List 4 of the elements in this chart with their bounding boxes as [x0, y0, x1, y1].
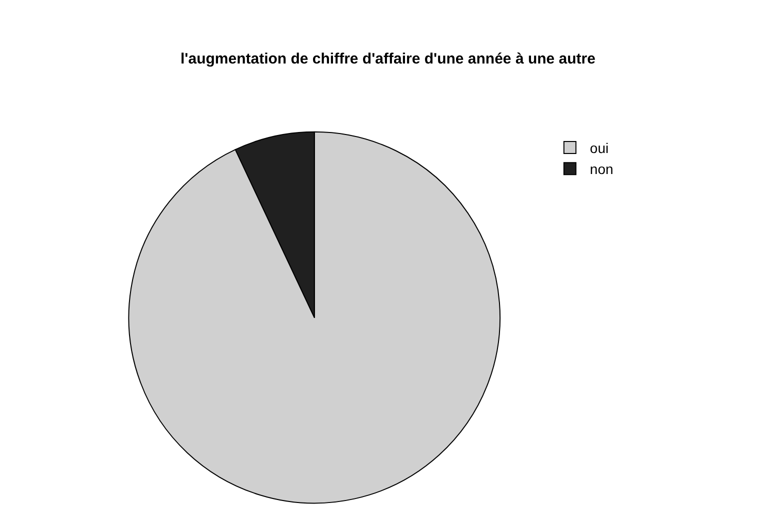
legend-label: non [590, 161, 614, 178]
chart-title: l'augmentation de chiffre d'affaire d'une année à une autre [180, 50, 596, 68]
pie-slice [128, 131, 501, 504]
legend-label: oui [590, 140, 609, 156]
